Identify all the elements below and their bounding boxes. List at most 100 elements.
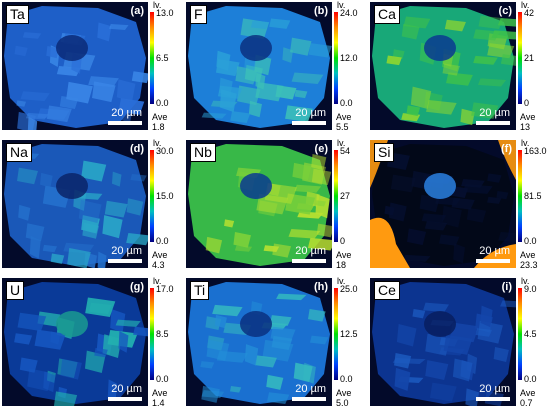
grain	[19, 357, 38, 373]
scale-bar	[292, 259, 326, 263]
grain	[18, 204, 31, 221]
central-core	[424, 35, 456, 61]
grain	[255, 72, 266, 90]
scale-max: 9.0	[524, 284, 537, 294]
color-scale: lv. 163.0 81.5 0.0 Ave 23.3	[518, 138, 549, 270]
average-value: 13	[520, 122, 531, 132]
grain	[42, 244, 58, 253]
level-label: lv.	[521, 138, 530, 148]
scale-max: 25.0	[340, 284, 358, 294]
central-core	[240, 311, 272, 337]
grain	[118, 331, 129, 353]
grain	[200, 361, 215, 369]
central-core	[56, 173, 88, 199]
grain	[78, 199, 102, 223]
element-map-image: F (b) 20 µm	[186, 2, 332, 130]
average-label: Ave	[520, 388, 536, 398]
grain	[258, 200, 278, 217]
grain	[396, 324, 417, 347]
scale-min: 0.0	[340, 98, 353, 108]
grain	[406, 105, 421, 116]
scale-bar	[292, 121, 326, 125]
average-value: 0.7	[520, 398, 533, 408]
grain-texture	[4, 6, 148, 130]
grain	[269, 18, 291, 29]
level-label: lv.	[337, 276, 346, 286]
grain	[394, 353, 412, 369]
grain	[282, 47, 294, 63]
average-value: 5.0	[336, 398, 349, 408]
grain	[419, 194, 440, 213]
average-label: Ave	[336, 388, 352, 398]
scale-mid: 27	[340, 191, 351, 201]
map-graphic	[372, 282, 516, 406]
color-bar	[150, 12, 154, 104]
element-symbol: Nb	[190, 143, 216, 162]
grain	[392, 49, 405, 59]
grain	[201, 385, 220, 403]
color-scale: lv. 54 27 0 Ave 18	[334, 138, 365, 270]
grain	[133, 326, 148, 337]
average-label: Ave	[520, 250, 536, 260]
element-panel: Ce (i) 20 µm lv. 9.0 4.5 0.0 Ave 0.7	[368, 276, 549, 408]
grain	[497, 18, 516, 27]
grain	[466, 207, 487, 223]
average-label: Ave	[520, 112, 536, 122]
grain	[461, 178, 485, 188]
grain	[244, 344, 259, 366]
grain	[392, 357, 426, 364]
average-value: 5.5	[336, 122, 349, 132]
level-label: lv.	[337, 0, 346, 10]
scale-bar-label: 20 µm	[111, 245, 142, 257]
element-map-image: Ta (a) 20 µm	[2, 2, 148, 130]
grain	[308, 309, 326, 322]
central-core	[240, 35, 272, 61]
element-symbol: Ti	[190, 281, 210, 300]
scale-min: 0.0	[524, 374, 537, 384]
grain	[311, 154, 327, 171]
grain	[446, 72, 473, 86]
panel-letter: (d)	[129, 143, 144, 155]
grain	[390, 174, 416, 193]
grain	[248, 100, 262, 118]
panel-letter: (i)	[501, 281, 512, 293]
average-value: 4.3	[152, 260, 165, 270]
grain-texture	[188, 6, 332, 128]
scale-mid: 8.5	[156, 329, 169, 339]
grain	[407, 228, 427, 246]
grain	[429, 382, 457, 402]
element-map-image: Nb (e) 20 µm	[186, 140, 332, 268]
color-bar	[150, 150, 154, 242]
color-scale: lv. 13.0 6.5 0.0 Ave 1.8	[150, 0, 181, 132]
average-label: Ave	[152, 250, 168, 260]
element-symbol: U	[6, 281, 25, 300]
average-value: 18	[336, 260, 347, 270]
grain	[487, 173, 502, 183]
grain	[50, 253, 65, 264]
element-map-image: Ti (h) 20 µm	[186, 278, 332, 406]
scale-mid: 15.0	[156, 191, 174, 201]
grain	[410, 86, 432, 110]
grain	[442, 63, 460, 76]
element-panel: Nb (e) 20 µm lv. 54 27 0 Ave 18	[184, 138, 365, 270]
grain	[315, 200, 326, 207]
scale-bar	[476, 397, 510, 401]
color-scale: lv. 25.0 12.5 0.0 Ave 5.0	[334, 276, 365, 408]
grain	[214, 314, 227, 329]
grain	[108, 23, 129, 30]
map-graphic	[188, 6, 332, 128]
grain	[451, 197, 475, 210]
grain	[308, 43, 332, 58]
grain	[230, 111, 251, 124]
scale-max: 17.0	[156, 284, 174, 294]
central-core	[56, 311, 88, 337]
average-label: Ave	[152, 388, 168, 398]
element-symbol: Si	[374, 143, 395, 162]
bright-rim	[370, 217, 410, 268]
grain	[384, 205, 395, 216]
grain	[22, 32, 42, 39]
element-panel: U (g) 20 µm lv. 17.0 8.5 0.0 Ave 1.4	[0, 276, 181, 408]
grain	[421, 213, 447, 223]
grain	[66, 81, 93, 104]
panel-letter: (a)	[130, 5, 144, 17]
